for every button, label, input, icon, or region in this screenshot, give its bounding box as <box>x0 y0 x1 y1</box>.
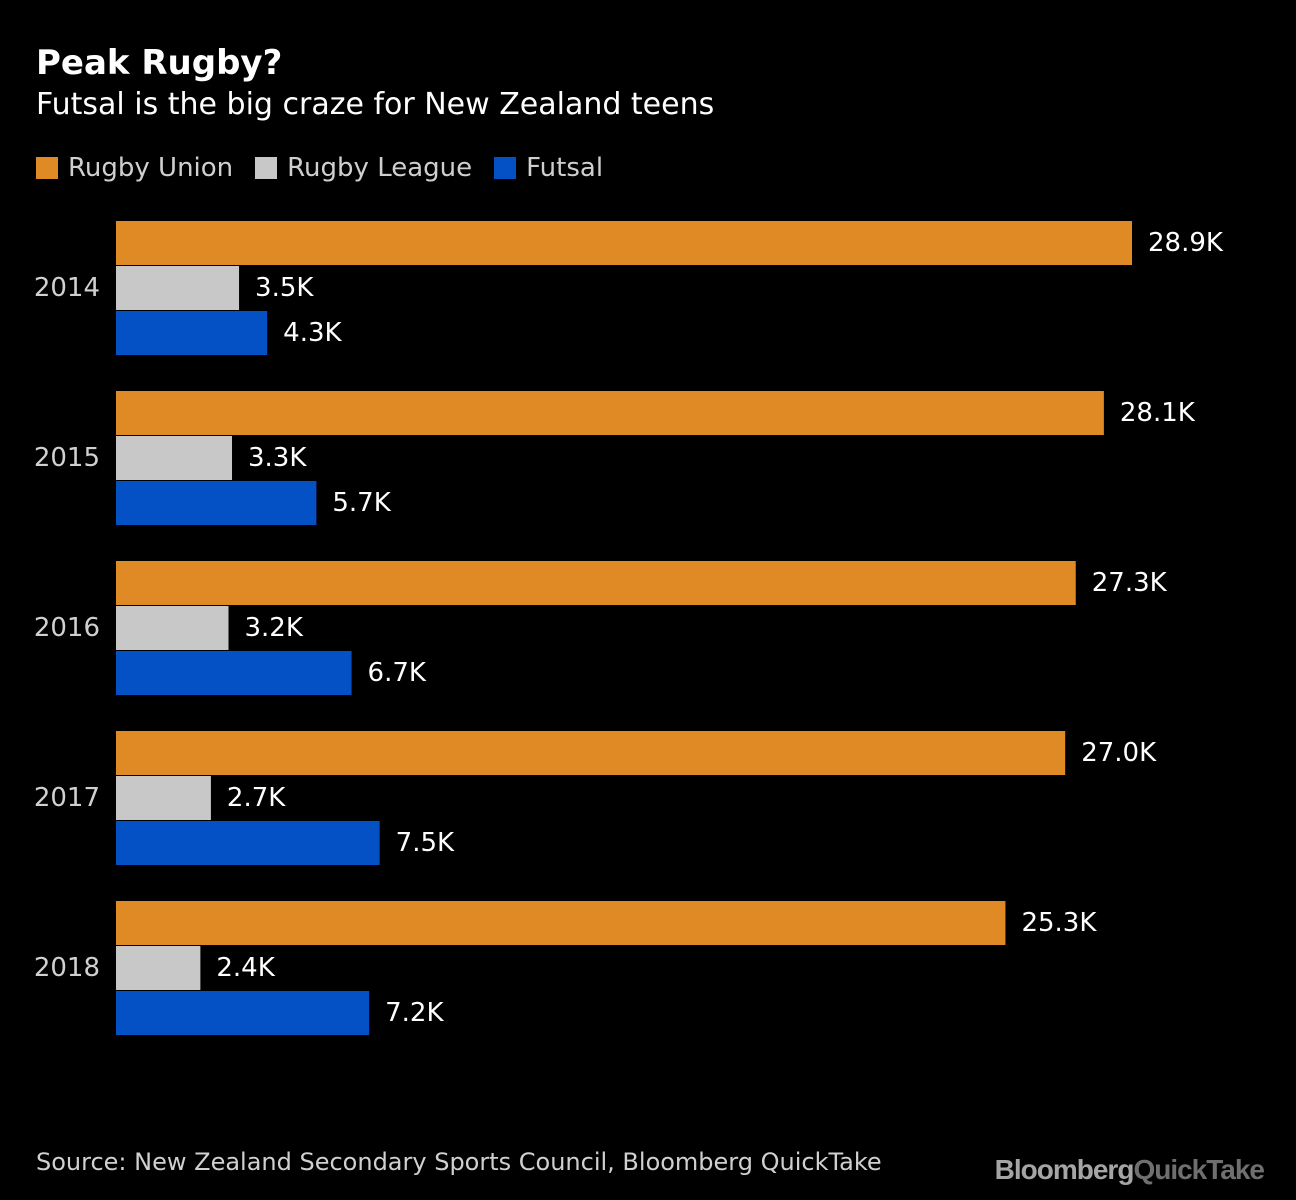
y-tick-label-2015: 2015 <box>34 443 100 473</box>
bar-rugby-league-2018 <box>116 946 201 990</box>
data-label-rugby-union-2015: 28.1K <box>1120 398 1196 428</box>
bar-rugby-league-2014 <box>116 266 240 310</box>
data-label-futsal-2014: 4.3K <box>283 318 342 348</box>
y-tick-label-2016: 2016 <box>34 613 100 643</box>
legend-item-futsal: Futsal <box>494 153 603 183</box>
y-tick-label-2014: 2014 <box>34 273 100 303</box>
data-label-rugby-league-2014: 3.5K <box>255 273 314 303</box>
y-tick-label-2018: 2018 <box>34 953 100 983</box>
legend-label-futsal: Futsal <box>526 153 604 183</box>
bar-rugby-league-2017 <box>116 776 211 820</box>
data-label-rugby-union-2017: 27.0K <box>1081 738 1157 768</box>
brand-logo-quicktake: QuickTake <box>1133 1154 1265 1185</box>
brand-logo-bloomberg: Bloomberg <box>994 1154 1135 1185</box>
legend-label-rugby-league: Rugby League <box>287 153 473 183</box>
bar-futsal-2015 <box>116 481 317 525</box>
source-note: Source: New Zealand Secondary Sports Cou… <box>36 1148 882 1176</box>
data-label-rugby-union-2016: 27.3K <box>1092 568 1168 598</box>
legend-label-rugby-union: Rugby Union <box>68 153 234 183</box>
bar-rugby-league-2015 <box>116 436 233 480</box>
legend-item-rugby-league: Rugby League <box>255 153 472 183</box>
bar-futsal-2018 <box>116 991 370 1035</box>
bar-rugby-union-2016 <box>116 561 1076 605</box>
data-label-rugby-union-2018: 25.3K <box>1021 908 1097 938</box>
data-label-rugby-league-2016: 3.2K <box>244 613 303 643</box>
data-label-rugby-union-2014: 28.9K <box>1148 228 1224 258</box>
y-tick-label-2017: 2017 <box>34 783 100 813</box>
legend-swatch-rugby-union <box>36 157 58 179</box>
legend-swatch-rugby-league <box>255 157 278 179</box>
brand-logo: BloombergQuickTake <box>994 1154 1265 1186</box>
data-label-futsal-2018: 7.2K <box>385 998 444 1028</box>
data-label-futsal-2016: 6.7K <box>368 658 427 688</box>
legend-swatch-futsal <box>494 157 517 179</box>
chart-legend: Rugby Union Rugby League Futsal <box>36 150 603 186</box>
legend-item-rugby-union: Rugby Union <box>36 153 233 183</box>
chart-subtitle: Futsal is the big craze for New Zealand … <box>36 87 715 122</box>
chart-title: Peak Rugby? <box>36 43 283 83</box>
bar-rugby-union-2014 <box>116 221 1132 265</box>
data-label-futsal-2017: 7.5K <box>396 828 455 858</box>
bar-rugby-union-2015 <box>116 391 1104 435</box>
data-label-futsal-2015: 5.7K <box>332 488 391 518</box>
bar-futsal-2014 <box>116 311 268 355</box>
bar-rugby-union-2017 <box>116 731 1066 775</box>
data-label-rugby-league-2017: 2.7K <box>227 783 286 813</box>
data-label-rugby-league-2018: 2.4K <box>216 953 275 983</box>
bar-futsal-2016 <box>116 651 352 695</box>
bar-futsal-2017 <box>116 821 380 865</box>
bar-rugby-league-2016 <box>116 606 229 650</box>
data-label-rugby-league-2015: 3.3K <box>248 443 307 473</box>
bar-rugby-union-2018 <box>116 901 1006 945</box>
